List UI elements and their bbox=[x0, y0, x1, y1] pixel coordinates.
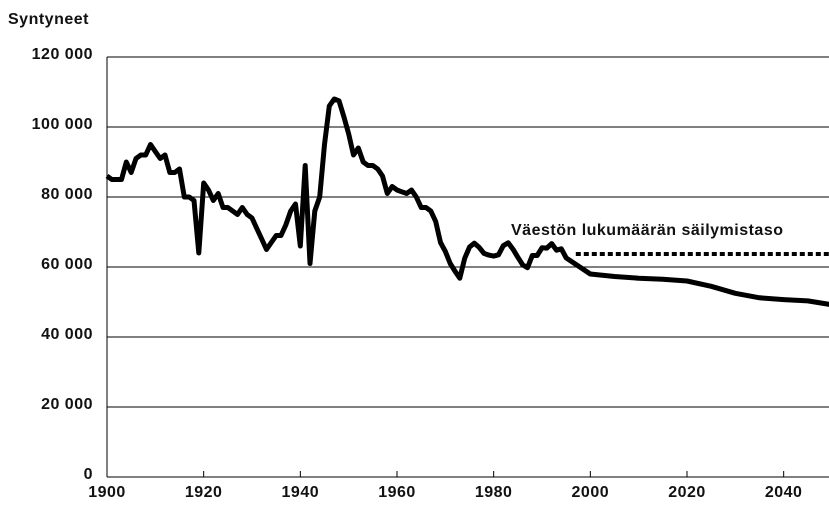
x-tick-label: 1900 bbox=[88, 484, 126, 501]
x-tick-label: 1920 bbox=[185, 484, 223, 501]
x-tick-label: 1980 bbox=[475, 484, 513, 501]
y-tick-label: 60 000 bbox=[41, 256, 93, 273]
x-tick-label: 2000 bbox=[572, 484, 610, 501]
annotation: Väestön lukumäärän säilymistaso bbox=[511, 222, 784, 239]
y-axis-label: Syntyneet bbox=[8, 11, 89, 28]
y-tick-label: 0 bbox=[84, 466, 93, 483]
y-tick-label: 20 000 bbox=[41, 396, 93, 413]
x-tick-label: 1940 bbox=[282, 484, 320, 501]
x-tick-label: 1960 bbox=[378, 484, 416, 501]
x-tick-label: 2020 bbox=[668, 484, 706, 501]
x-tick-label: 2040 bbox=[765, 484, 803, 501]
y-tick-label: 80 000 bbox=[41, 186, 93, 203]
y-tick-label: 120 000 bbox=[32, 46, 93, 63]
data-line bbox=[105, 96, 829, 307]
y-tick-label: 100 000 bbox=[32, 116, 93, 133]
y-tick-label: 40 000 bbox=[41, 326, 93, 343]
